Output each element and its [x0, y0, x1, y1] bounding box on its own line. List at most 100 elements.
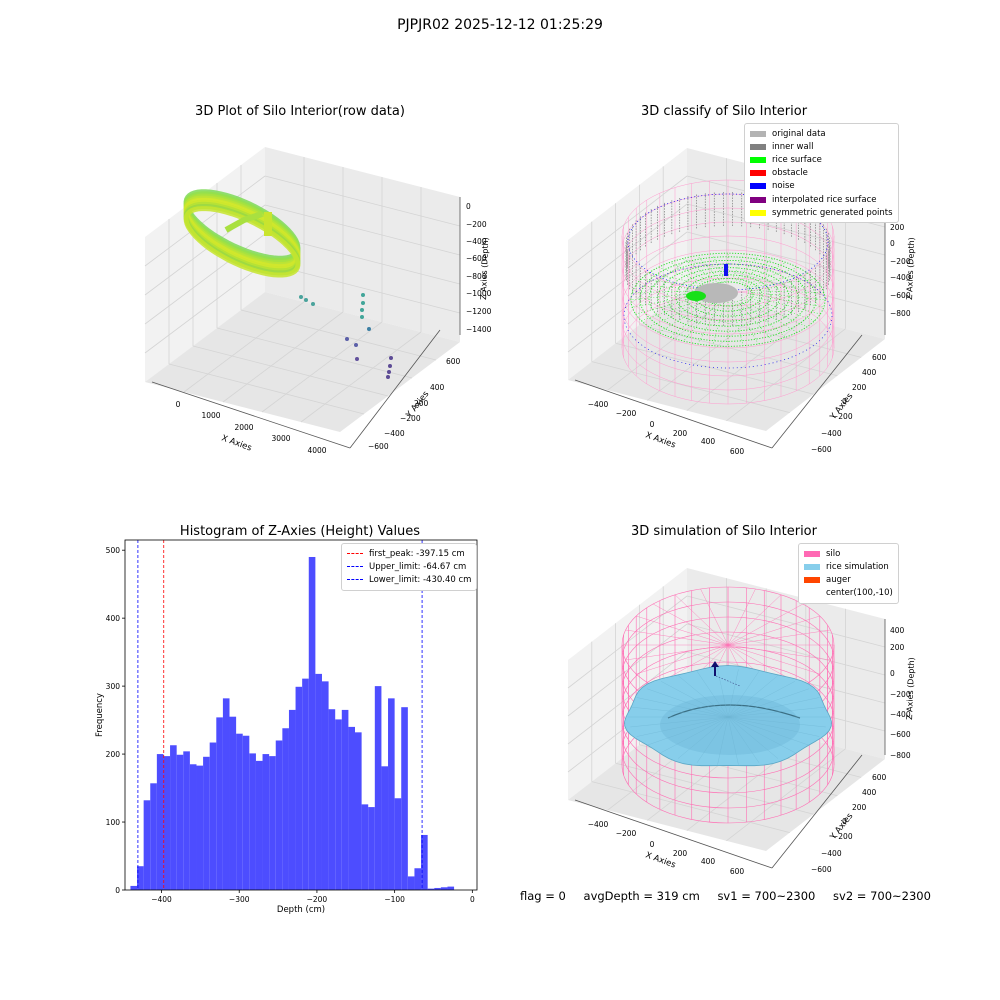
silo-roof-wire: [727, 629, 831, 646]
grid-line: [192, 345, 389, 397]
x-tick-label: −200: [616, 409, 637, 418]
raw-outlier-point: [389, 356, 393, 360]
rice-mesh: [717, 716, 729, 765]
rice-surface-points: [739, 262, 786, 285]
histogram-bar: [209, 742, 217, 890]
grid-line: [567, 651, 688, 745]
y-tick-label: −400: [384, 429, 405, 438]
legend-entry: original data: [750, 127, 893, 140]
histogram-bar: [361, 804, 369, 890]
histogram-bar: [368, 807, 375, 890]
grid-line: [144, 262, 266, 354]
legend-line-swatch: [347, 579, 363, 581]
y-tick-label: −200: [832, 412, 853, 421]
histogram-title: Histogram of Z-Axies (Height) Values: [179, 524, 421, 539]
rice-mesh: [727, 681, 795, 718]
histogram-bar: [196, 765, 204, 890]
legend-swatch: [750, 156, 766, 163]
rice-surface-points: [742, 267, 798, 286]
rice-mesh: [647, 716, 729, 746]
x-tick-label: 0: [650, 840, 655, 849]
noise-points: [623, 263, 833, 369]
rice-mesh: [727, 688, 809, 718]
rice-mesh: [677, 675, 729, 718]
flag-text: flag = 0: [520, 889, 566, 903]
silo-roof-wire: [727, 615, 820, 646]
silo-roof-wire: [636, 644, 729, 675]
rice-mesh: [727, 716, 760, 763]
x-tick-label: −400: [588, 820, 609, 829]
legend-label: interpolated rice surface: [772, 194, 877, 205]
grid-line: [686, 595, 886, 648]
z-tick-label: −200: [890, 257, 911, 266]
raw-outlier-point: [387, 370, 391, 374]
y-tick-label: −600: [811, 445, 832, 454]
grid-line: [726, 748, 846, 842]
rice-surface-points: [747, 293, 825, 308]
rice-mesh: [661, 681, 729, 718]
rice-mesh: [696, 671, 729, 718]
rice-surface-points: [747, 291, 827, 301]
x-tick-label: −200: [307, 895, 328, 904]
y-tick-label: 200: [106, 750, 121, 759]
histogram-bar: [137, 866, 144, 890]
raw-outlier-point: [355, 357, 359, 361]
rice-surface-points: [733, 301, 759, 344]
legend-label: original data: [772, 128, 826, 139]
grid-line: [726, 328, 846, 422]
z-tick-label: −1000: [466, 289, 492, 298]
x-axis-label: Depth (cm): [277, 905, 325, 915]
y-axis-line: [771, 334, 863, 449]
rice-mesh: [727, 716, 809, 746]
legend-swatch: [750, 183, 766, 190]
z-tick-label: 0: [890, 239, 895, 248]
legend-label: Lower_limit: -430.40 cm: [369, 574, 472, 585]
raw-outlier-point: [360, 308, 364, 312]
rice-surface-points: [629, 291, 709, 301]
y-axis-label: Frequency: [95, 693, 105, 737]
histogram-bar: [414, 868, 422, 890]
x-tick-label: 400: [701, 857, 716, 866]
auger-arrow: [711, 661, 719, 667]
pane-left: [568, 568, 687, 800]
panel-title-raw: 3D Plot of Silo Interior(row data): [195, 104, 405, 119]
histogram-bar: [203, 756, 210, 890]
legend-entry: silo: [804, 547, 893, 560]
x-axis-line: [574, 379, 773, 449]
rice-mesh: [647, 688, 729, 718]
y-tick-label: 600: [446, 357, 461, 366]
raw-ring-layer: [183, 206, 301, 278]
histogram-bar: [242, 735, 250, 890]
rice-surface-points: [658, 267, 714, 286]
rice-surface-points: [631, 293, 709, 308]
histogram-bar: [341, 709, 349, 890]
rice-mesh: [727, 671, 760, 718]
simulation-legend: silo rice simulation auger center(100,-10): [798, 543, 899, 604]
legend-entry: first_peak: -397.15 cm: [347, 547, 471, 560]
grid-line: [607, 297, 727, 391]
x-tick-label: 200: [673, 429, 688, 438]
grid-line: [168, 363, 365, 415]
grid-line: [591, 781, 790, 833]
raw-outlier-point: [299, 295, 303, 299]
legend-entry: rice surface: [750, 153, 893, 166]
classify-legend: original data inner wall rice surface obsta…: [744, 123, 899, 224]
histogram-bar: [189, 764, 197, 890]
z-tick-label: −200: [890, 690, 911, 699]
histogram-bar: [328, 709, 336, 890]
histogram-bar: [427, 888, 435, 890]
grid-line: [264, 175, 461, 227]
status-footer: flag = 0 avgDepth = 319 cm sv1 = 700~230…: [520, 889, 945, 903]
rice-surface-points: [712, 254, 726, 283]
rice-surface-points: [697, 301, 723, 344]
legend-label: noise: [772, 181, 795, 192]
grid-line: [261, 321, 383, 413]
rice-mesh: [696, 716, 729, 763]
rice-surface-points: [670, 262, 717, 285]
silo-roof-wire: [727, 644, 820, 675]
raw-outlier-point: [360, 315, 364, 319]
histogram-bar: [262, 754, 270, 890]
z-tick-label: −600: [466, 254, 487, 263]
histogram-bar: [440, 887, 448, 890]
